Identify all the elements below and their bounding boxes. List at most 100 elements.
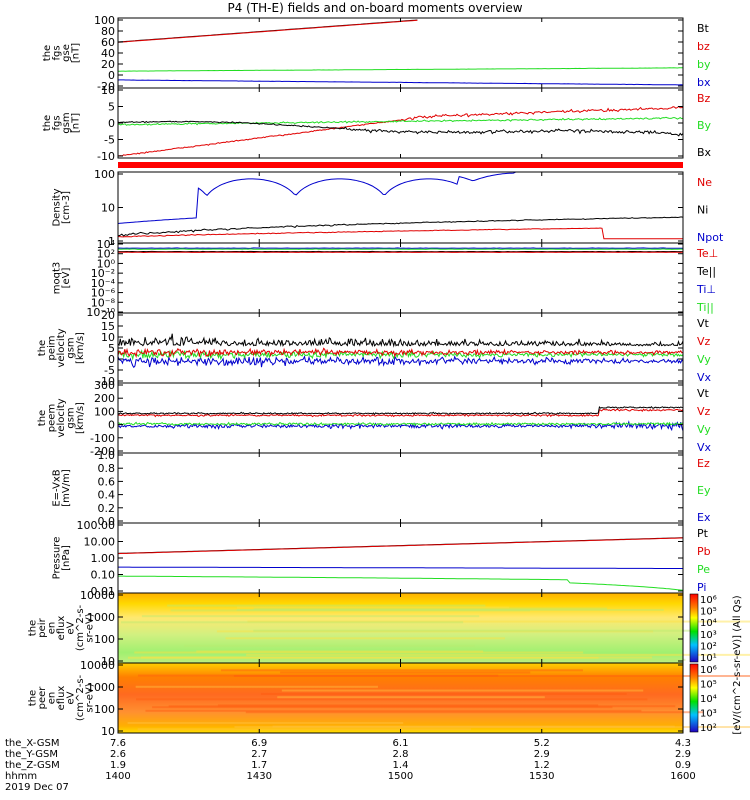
spectrogram-streak [281,689,644,692]
y-tick-label: 10 [101,655,115,668]
y-tick-label: 1000 [87,611,115,624]
spectrogram-streak [135,685,378,688]
spectrogram-streak [277,696,545,699]
y-tick-label: 10⁴ [97,238,116,251]
x-axis-row-label: hhmm [5,771,37,782]
panel-efield: 1.00.80.60.40.20.0 E=-VxB[mV/m] Ez Ey Ex [51,449,711,528]
y-tick-label: 5 [108,342,115,355]
y-axis-label-line: the [37,340,48,356]
y-axis-label-line: moqt3 [51,262,62,295]
spectrogram-streak [246,653,750,656]
y-tick-label: 1.0 [98,449,116,462]
y-axis-label-line: velocity [56,398,67,437]
spectrogram-streak [253,629,693,632]
spectrogram-streak [234,726,750,729]
spectrogram-streak [183,644,475,647]
legend-entry: Ex [697,511,711,524]
series-Pb [117,537,684,555]
legend-entry: Pb [697,545,711,558]
x-axis-row-label: the_X-GSM [5,738,59,749]
y-axis-label-line: eflux [56,686,67,711]
legend-entry: By [697,119,712,132]
spectrogram-streak [216,630,654,633]
y-tick-label: 100.00 [77,519,116,532]
spectrogram-streak [233,675,750,678]
x-axis-row-value: 2.9 [534,749,550,760]
legend-entry: Bx [697,146,712,159]
y-tick-label: 10² [97,248,115,261]
legend-entry: Pi [697,581,706,594]
y-axis-label-line: eV [66,691,77,704]
y-tick-label: 10 [101,725,115,738]
y-axis-label-line: en [47,692,58,705]
spectrogram-streak [217,704,599,707]
y-axis-label-line: sr-eV) [85,683,96,712]
y-tick-label: 100 [94,703,115,716]
y-tick-label: 200 [94,392,115,405]
legend-entry: Npot [697,231,724,244]
y-axis-label-line: gsm [66,407,77,428]
page-title: P4 (TH-E) fields and on-board moments ov… [227,1,523,15]
legend-entry: Vt [697,387,710,400]
series-Ti-par [117,248,683,250]
series-Ne [118,227,683,240]
y-tick-label: 1.00 [91,552,116,565]
spectrogram-streak [168,705,676,708]
legend-entry: Pt [697,527,709,540]
spectrogram-streak [260,692,627,695]
series-Ti-perp [117,247,683,249]
y-tick-label: 10⁻⁴ [91,277,116,290]
spectrogram-streak [225,637,505,640]
y-axis-label-line: [cm-3] [61,191,72,224]
spectrogram-streak [170,609,531,612]
spectrogram-streak [152,706,613,709]
y-axis-label-line: gse [61,44,72,62]
spectrogram-streak [247,620,750,623]
x-axis-row-value: 1.4 [393,760,409,771]
panel-peir-spectrogram: 10⁶10⁵10⁴10³10²10¹10000100010010thepeire… [28,589,750,668]
y-axis-label-line: sr-eV) [85,613,96,642]
panel-frame [117,522,684,594]
series-Vt [117,405,684,416]
panel-frame [117,17,684,89]
legend-entry: Te⊥ [696,247,718,260]
spectrogram-streak [140,656,653,659]
legend-entry: Ti|| [696,301,714,314]
x-axis-row-value: 1430 [247,771,272,782]
series-Vz [117,347,684,359]
x-axis-row-value: 2.9 [675,749,691,760]
y-axis-label-line: fgs [51,45,62,60]
legend-entry: Vz [697,405,711,418]
y-tick-label: 0 [108,69,115,82]
legend-entry: Bt [697,22,710,35]
legend-entry: bz [697,40,710,53]
y-axis-label-line: the [28,690,39,706]
y-tick-label: 100 [94,14,115,27]
y-tick-label: 0.6 [98,475,116,488]
series-By [118,116,684,126]
spectrogram-streak [137,674,499,677]
series-by [118,67,683,72]
series-Pi [118,566,683,569]
legend-entry: Bz [697,92,711,105]
spectrogram-fill [118,593,683,663]
y-axis-label-line: (cm^2-s- [75,674,86,721]
y-tick-label: 10⁻¹⁰ [86,306,115,319]
y-axis-label-line: Density [51,188,62,226]
spectrogram-streak [280,671,531,674]
series-Vx [117,355,684,369]
y-tick-label: 100 [94,168,115,181]
y-axis-label-line: fgs [51,115,62,130]
y-tick-label: 0.8 [98,462,116,475]
y-tick-label: 15 [101,320,115,333]
colorbar-label: [eV/(cm^2-s-sr-eV)] (All Qs) [732,595,743,734]
y-axis-label-line: peim [47,335,58,360]
y-tick-label: -200 [90,445,115,458]
spectrogram-streak [245,711,704,714]
y-tick-label: 0.10 [91,569,116,582]
y-tick-label: -10 [97,375,115,388]
